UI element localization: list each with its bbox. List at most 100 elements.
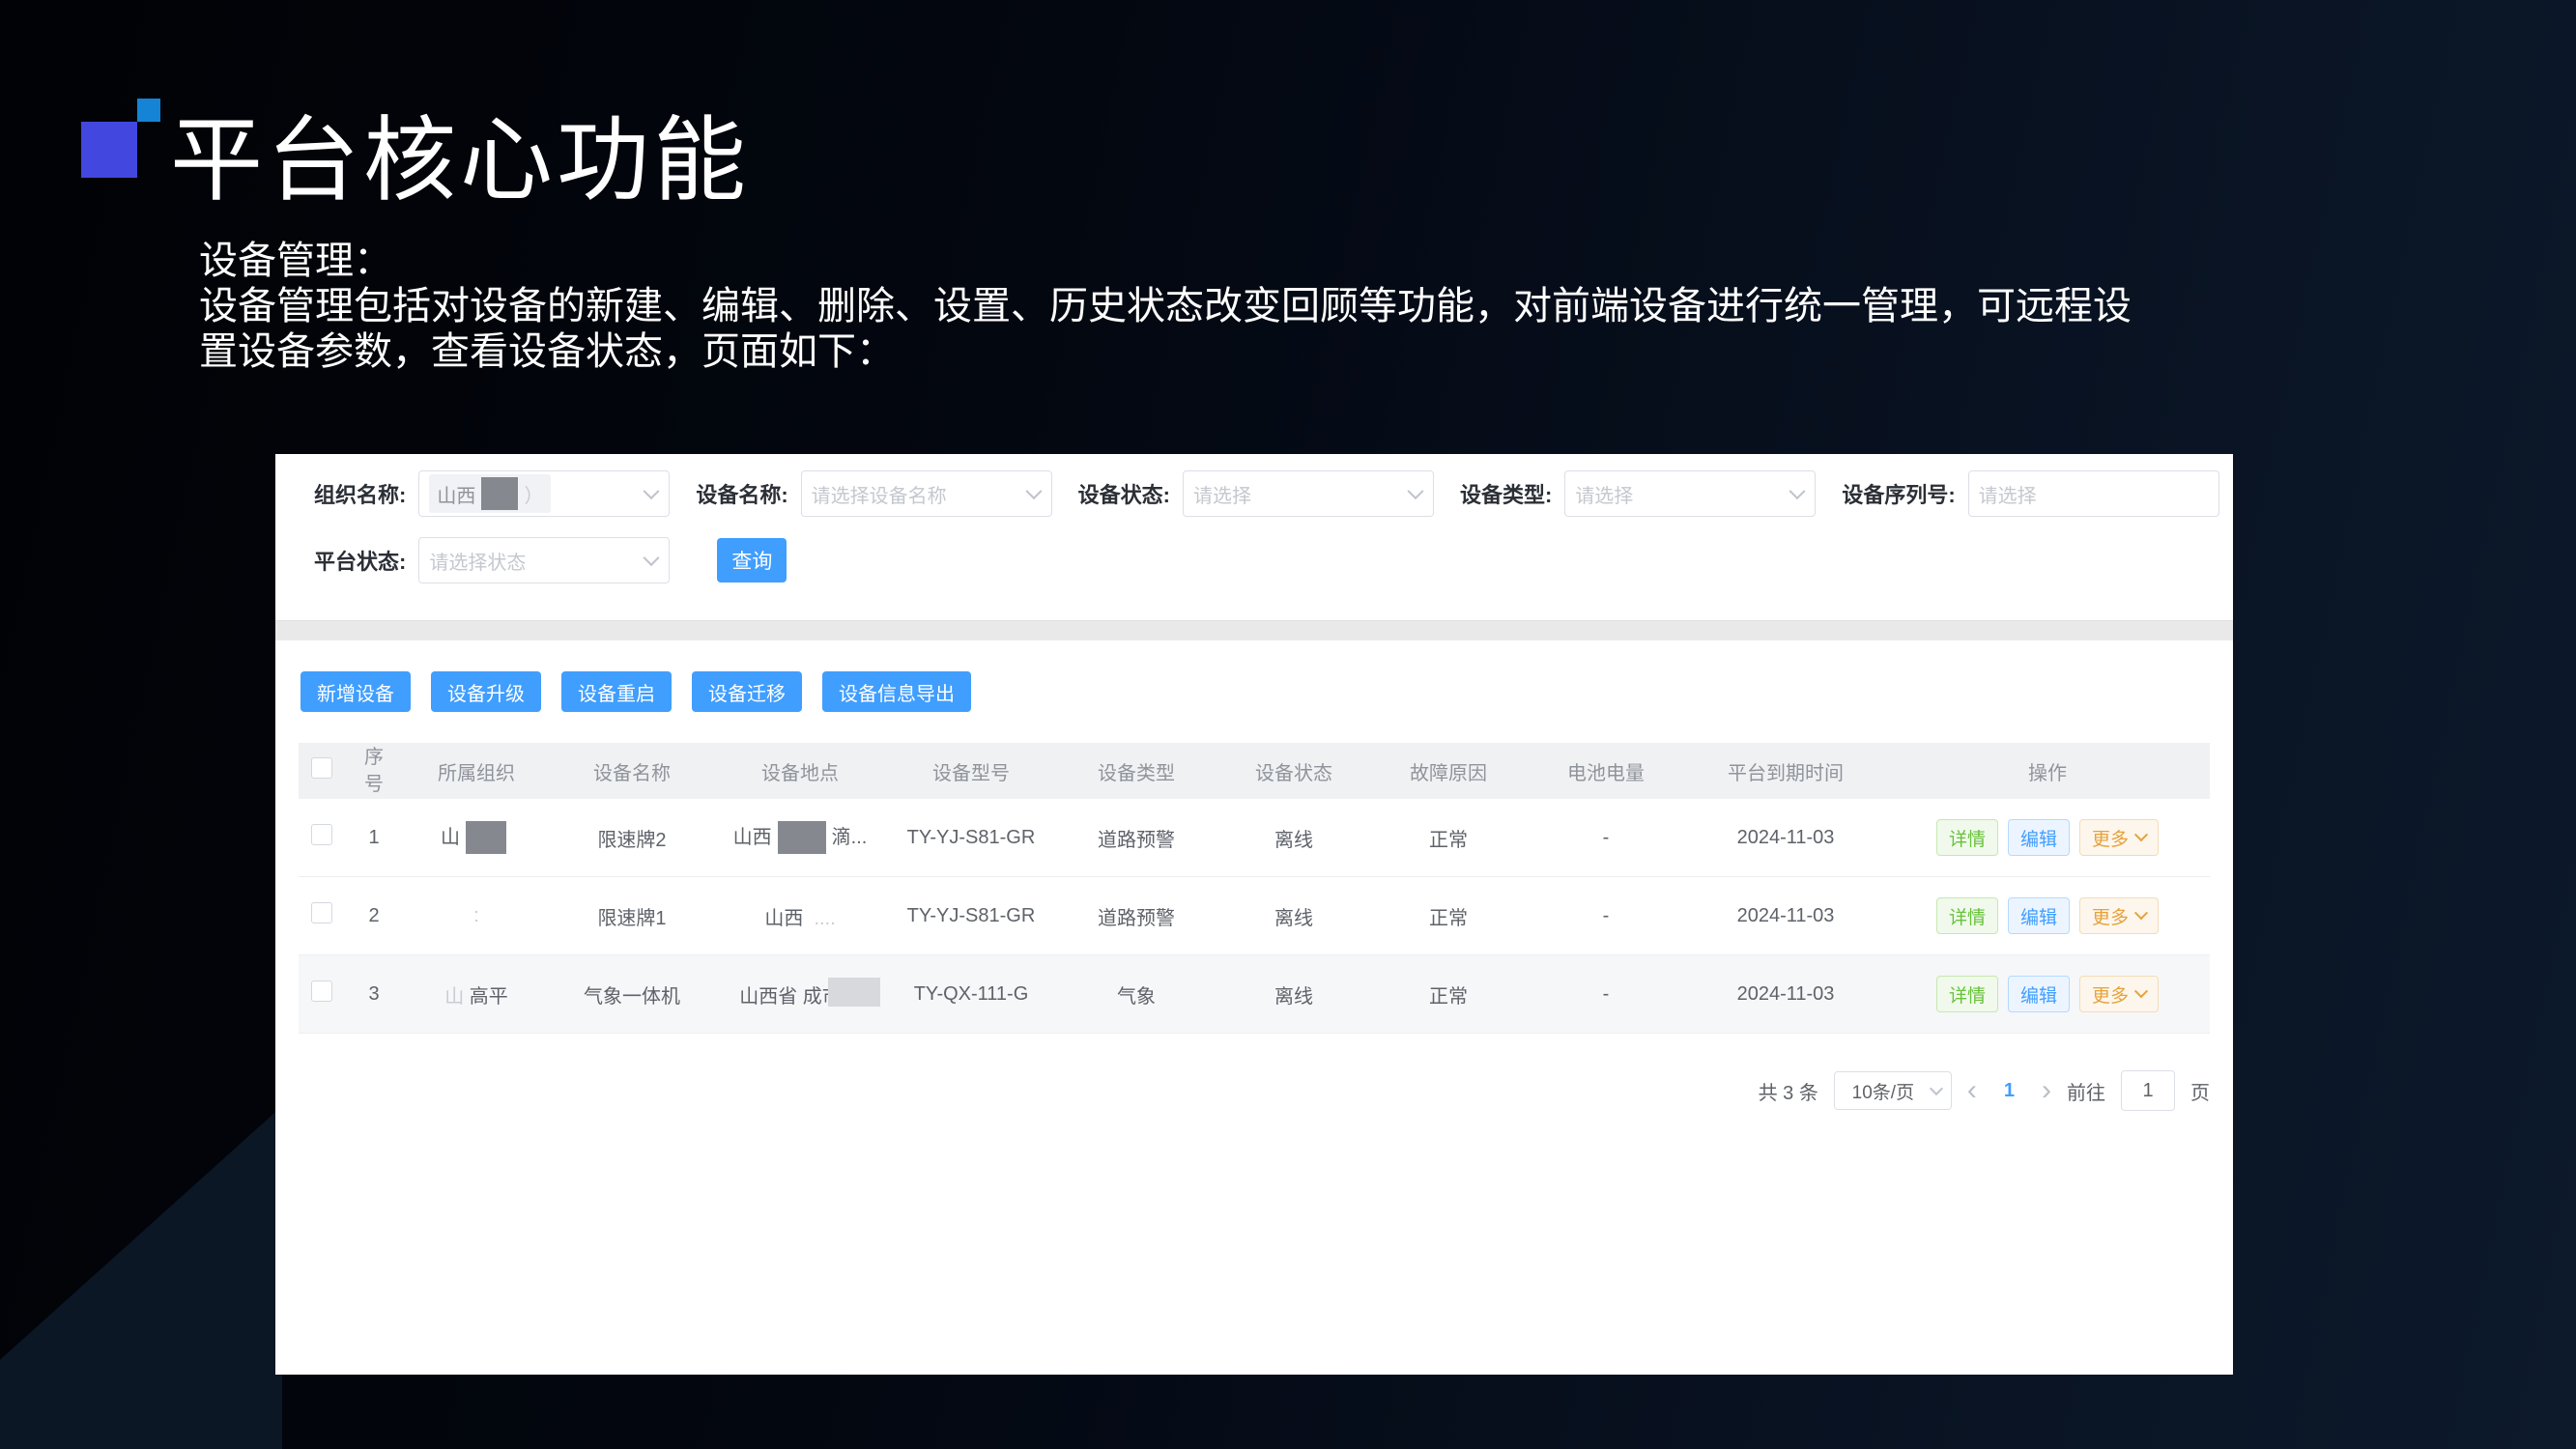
filter-group-3: 设备状态: 请选择 bbox=[1078, 470, 1460, 517]
row-select-cell bbox=[299, 799, 345, 877]
column-header-label: 所属组织 bbox=[438, 762, 515, 784]
filter-label: 平台状态: bbox=[314, 550, 407, 574]
column-header-3: 设备名称 bbox=[550, 743, 714, 799]
edit-button[interactable]: 编辑 bbox=[2007, 897, 2070, 934]
chevron-down-icon bbox=[1929, 1081, 1943, 1096]
row-status: 离线 bbox=[1216, 954, 1371, 1034]
next-page-button[interactable]: › bbox=[2042, 1074, 2051, 1106]
action-button-1[interactable]: 新增设备 bbox=[301, 671, 411, 712]
chevron-down-icon bbox=[1025, 483, 1043, 500]
row-org: 山 bbox=[403, 799, 550, 877]
prev-page-button[interactable]: ‹ bbox=[1966, 1074, 1977, 1106]
details-button[interactable]: 详情 bbox=[1935, 819, 1998, 856]
row-model: TY-YJ-S81-GR bbox=[886, 799, 1056, 877]
filter-select-4[interactable]: 请选择 bbox=[1564, 470, 1817, 517]
text-fragment: 山 bbox=[441, 826, 460, 848]
button-label: 编辑 bbox=[2019, 907, 2057, 928]
row-expire: 2024-11-03 bbox=[1686, 954, 1885, 1034]
column-header-10: 平台到期时间 bbox=[1686, 743, 1885, 799]
row-device-name: 气象一体机 bbox=[550, 954, 714, 1034]
more-button[interactable]: 更多 bbox=[2079, 819, 2160, 856]
chevron-down-icon bbox=[643, 550, 660, 567]
redaction-blur bbox=[828, 978, 880, 1007]
filter-row-2: 平台状态: 请选择状态 查询 bbox=[314, 537, 2210, 583]
filter-group-1: 组织名称: 山西 ） bbox=[314, 470, 696, 517]
placeholder-text: 请选择 bbox=[1978, 485, 2037, 507]
column-header-4: 设备地点 bbox=[714, 743, 886, 799]
background-triangle-decoration bbox=[0, 1106, 282, 1449]
title-accent-square-small bbox=[137, 99, 160, 122]
filter-group-5: 设备序列号: 请选择 bbox=[1842, 470, 2245, 517]
more-button[interactable]: 更多 bbox=[2079, 897, 2160, 934]
button-label: 更多 bbox=[2092, 985, 2130, 1007]
query-button[interactable]: 查询 bbox=[717, 538, 787, 582]
filter-group-4: 设备类型: 请选择 bbox=[1460, 470, 1842, 517]
column-header-7: 设备状态 bbox=[1216, 743, 1371, 799]
row-index: 3 bbox=[345, 954, 403, 1034]
row-checkbox[interactable] bbox=[311, 980, 332, 1002]
row-index: 2 bbox=[345, 876, 403, 955]
current-page-number[interactable]: 1 bbox=[2003, 1079, 2015, 1101]
filter-group-2: 设备名称: 请选择设备名称 bbox=[696, 470, 1077, 517]
table-row: 1 山 限速牌2 山西 滴... TY-YJ-S81-GR 道路预警 离线 正常 -2024-11… bbox=[299, 799, 2210, 877]
button-label: 更多 bbox=[2092, 907, 2130, 928]
action-button-2[interactable]: 设备升级 bbox=[431, 671, 541, 712]
row-type: 气象 bbox=[1056, 954, 1216, 1034]
text-fragment: 滴... bbox=[831, 826, 868, 848]
column-header-label: 故障原因 bbox=[1410, 762, 1487, 784]
chevron-down-icon bbox=[2133, 828, 2149, 842]
text-fragment: 高平 bbox=[469, 985, 508, 1008]
row-checkbox[interactable] bbox=[311, 824, 332, 845]
device-table: 序号 所属组织 设备名称 设备地点 设备型号 设备类型 设备状态 故障原因 电池电量 平台到期时间… bbox=[299, 743, 2210, 1034]
column-header-9: 电池电量 bbox=[1526, 743, 1686, 799]
filter-select-2[interactable]: 请选择设备名称 bbox=[800, 470, 1052, 517]
text-fragment: 山 bbox=[444, 985, 470, 1008]
column-header-5: 设备型号 bbox=[886, 743, 1056, 799]
body-text-line: 设备管理包括对设备的新建、编辑、删除、设置、历史状态改变回顾等功能，对前端设备进… bbox=[199, 284, 2132, 327]
placeholder-text: 请选择 bbox=[1575, 485, 1634, 507]
filter-group-6: 平台状态: 请选择状态 bbox=[314, 537, 696, 583]
filter-bar: 组织名称: 山西）设备名称: 请选择设备名称 设备状态: 请选择 设备类型: 请选择 设备序列… bbox=[275, 454, 2233, 583]
goto-page-input[interactable]: 1 bbox=[2121, 1070, 2175, 1111]
text-fragment: 山西 bbox=[732, 826, 772, 848]
page-size-value: 10条/页 bbox=[1851, 1082, 1915, 1103]
edit-button[interactable]: 编辑 bbox=[2007, 819, 2070, 856]
select-all-checkbox[interactable] bbox=[311, 757, 332, 779]
details-button[interactable]: 详情 bbox=[1935, 897, 1998, 934]
row-status: 离线 bbox=[1216, 876, 1371, 955]
row-fault: 正常 bbox=[1371, 799, 1526, 877]
filter-select-1[interactable]: 山西 ） bbox=[418, 470, 671, 517]
row-checkbox[interactable] bbox=[311, 902, 332, 923]
page-suffix-label: 页 bbox=[2190, 1082, 2210, 1104]
filter-select-3[interactable]: 请选择 bbox=[1182, 470, 1434, 517]
row-fault: 正常 bbox=[1371, 954, 1526, 1034]
filter-input-5[interactable]: 请选择 bbox=[1967, 470, 2219, 517]
action-button-3[interactable]: 设备重启 bbox=[561, 671, 672, 712]
chevron-down-icon bbox=[2133, 984, 2149, 999]
action-button-5[interactable]: 设备信息导出 bbox=[822, 671, 971, 712]
column-header-label: 序号 bbox=[364, 747, 384, 795]
table-section: 新增设备 设备升级 设备重启 设备迁移 设备信息导出 序号 所属组织 设备名称 设备地点 设备型… bbox=[275, 640, 2233, 1111]
row-select-cell bbox=[299, 876, 345, 955]
section-separator bbox=[275, 620, 2233, 640]
button-label: 更多 bbox=[2092, 829, 2130, 850]
row-device-name: 限速牌1 bbox=[550, 876, 714, 955]
select-all-cell bbox=[299, 743, 345, 799]
filter-row-1: 组织名称: 山西）设备名称: 请选择设备名称 设备状态: 请选择 设备类型: 请选择 设备序列… bbox=[314, 470, 2219, 517]
edit-button[interactable]: 编辑 bbox=[2007, 976, 2070, 1012]
filter-select-6[interactable]: 请选择状态 bbox=[418, 537, 671, 583]
placeholder-text: 请选择状态 bbox=[429, 552, 527, 574]
action-button-4[interactable]: 设备迁移 bbox=[692, 671, 802, 712]
details-button[interactable]: 详情 bbox=[1935, 976, 1998, 1012]
device-management-screenshot: 组织名称: 山西）设备名称: 请选择设备名称 设备状态: 请选择 设备类型: 请选择 设备序列… bbox=[275, 454, 2233, 1375]
title-accent-square-big bbox=[81, 122, 137, 178]
row-battery: - bbox=[1526, 954, 1686, 1034]
goto-label: 前往 bbox=[2067, 1082, 2105, 1104]
more-button[interactable]: 更多 bbox=[2079, 976, 2160, 1012]
text-fragment: 山西 bbox=[764, 907, 804, 929]
text-fragment: .... bbox=[803, 907, 836, 929]
button-label: 详情 bbox=[1948, 985, 1986, 1007]
page-size-select[interactable]: 10条/页 bbox=[1833, 1071, 1952, 1110]
redaction-blur bbox=[466, 821, 506, 855]
row-battery: - bbox=[1526, 876, 1686, 955]
